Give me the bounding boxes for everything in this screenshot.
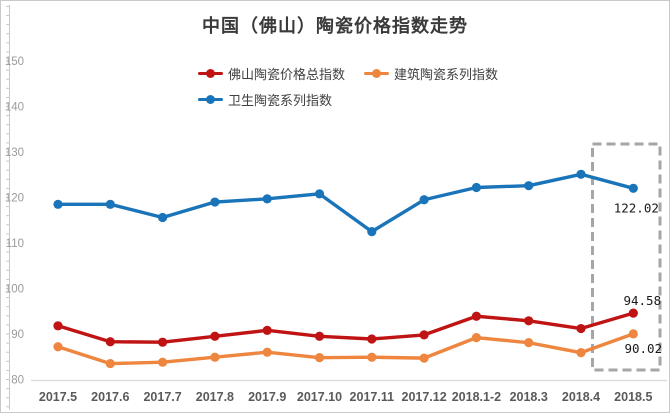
- series-point-foshan-total-index: [158, 337, 168, 347]
- y-axis-label: 90: [11, 329, 24, 341]
- series-point-foshan-total-index: [314, 331, 325, 341]
- series-point-building-ceramics-index: [419, 353, 429, 363]
- y-axis-label: 120: [5, 193, 24, 205]
- series-point-foshan-total-index: [471, 311, 481, 321]
- x-axis-label: 2017.10: [297, 390, 342, 404]
- y-axis-label: 140: [5, 102, 24, 114]
- x-axis-label: 2017.8: [196, 390, 234, 404]
- legend-marker-icon: [198, 94, 223, 104]
- series-point-building-ceramics-index: [105, 358, 115, 369]
- series-point-building-ceramics-index: [158, 357, 168, 367]
- x-axis-label: 2017.11: [350, 390, 395, 404]
- series-point-foshan-total-index: [210, 331, 220, 341]
- legend-label: 佛山陶瓷价格总指数: [228, 66, 346, 82]
- x-axis-label: 2018.1-2: [452, 390, 501, 404]
- series-point-foshan-total-index: [262, 325, 272, 335]
- series-point-sanitary-ceramics-index: [628, 183, 638, 193]
- legend-marker-icon: [364, 68, 389, 78]
- x-axis-label: 2018.5: [614, 390, 652, 404]
- series-point-foshan-total-index: [105, 337, 115, 347]
- series-point-building-ceramics-index: [262, 347, 272, 357]
- x-axis-label: 2017.7: [143, 390, 181, 404]
- y-axis-label: 110: [6, 238, 24, 250]
- series-point-sanitary-ceramics-index: [262, 194, 272, 204]
- series-point-foshan-total-index: [367, 334, 377, 344]
- series-line-sanitary-ceramics-index: [56, 172, 635, 234]
- series-point-building-ceramics-index: [367, 352, 377, 362]
- x-axis-label: 2017.9: [248, 390, 286, 404]
- x-axis-label: 2017.6: [91, 390, 129, 404]
- y-axis-label: 130: [5, 147, 24, 159]
- legend-item-building-ceramics-index: 建筑陶瓷系列指数: [364, 64, 498, 82]
- x-axis-label: 2017.5: [39, 390, 77, 404]
- y-axis-label: 150: [5, 56, 24, 68]
- series-point-sanitary-ceramics-index: [524, 181, 534, 191]
- series-point-building-ceramics-index: [471, 333, 481, 343]
- series-point-sanitary-ceramics-index: [367, 227, 377, 237]
- series-point-foshan-total-index: [628, 308, 638, 318]
- series-point-building-ceramics-index: [576, 348, 586, 358]
- series-point-sanitary-ceramics-index: [419, 195, 429, 205]
- x-axis-label: 2017.12: [402, 390, 447, 404]
- data-label-building-ceramics-index: 90.02: [624, 341, 662, 356]
- series-point-building-ceramics-index: [628, 329, 638, 339]
- legend-item-sanitary-ceramics-index: 卫生陶瓷系列指数: [198, 90, 332, 108]
- series-point-building-ceramics-index: [524, 338, 534, 348]
- y-axis-label: 80: [11, 375, 24, 387]
- legend-item-foshan-total-index: 佛山陶瓷价格总指数: [198, 64, 345, 82]
- series-point-foshan-total-index: [419, 330, 429, 340]
- series-point-foshan-total-index: [576, 323, 586, 334]
- series-point-building-ceramics-index: [210, 352, 220, 362]
- legend-label: 建筑陶瓷系列指数: [394, 66, 499, 82]
- chart-title: 中国（佛山）陶瓷价格指数走势: [202, 16, 468, 36]
- series-point-foshan-total-index: [524, 316, 534, 326]
- data-label-sanitary-ceramics-index: 122.02: [614, 200, 659, 215]
- x-axis-label: 2018.4: [562, 390, 600, 404]
- series-point-sanitary-ceramics-index: [210, 197, 220, 207]
- legend-marker-icon: [198, 68, 223, 78]
- series-line-building-ceramics-index: [56, 332, 635, 366]
- data-label-foshan-total-index: 94.58: [623, 293, 661, 308]
- series-point-sanitary-ceramics-index: [471, 182, 481, 193]
- series-point-sanitary-ceramics-index: [105, 199, 115, 209]
- series-point-sanitary-ceramics-index: [53, 199, 63, 209]
- series-line-foshan-total-index: [56, 311, 635, 344]
- series-point-sanitary-ceramics-index: [576, 169, 586, 179]
- highlight-dashed-box: [591, 142, 662, 372]
- series-point-sanitary-ceramics-index: [314, 189, 325, 199]
- x-axis-label: 2018.3: [510, 390, 548, 404]
- series-point-foshan-total-index: [53, 321, 63, 331]
- y-axis-label: 100: [5, 284, 24, 296]
- series-point-building-ceramics-index: [314, 353, 325, 363]
- series-point-building-ceramics-index: [53, 342, 63, 352]
- series-point-sanitary-ceramics-index: [158, 212, 168, 223]
- legend-label: 卫生陶瓷系列指数: [228, 92, 333, 108]
